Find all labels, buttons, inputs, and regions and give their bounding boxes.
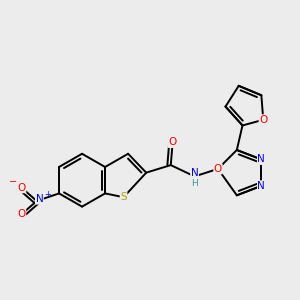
- Text: O: O: [169, 137, 177, 148]
- Text: O: O: [17, 183, 26, 193]
- Text: O: O: [259, 115, 267, 125]
- Text: N: N: [191, 168, 198, 178]
- Text: +: +: [44, 190, 51, 199]
- Text: N: N: [257, 154, 265, 164]
- Text: N: N: [257, 181, 265, 191]
- Text: O: O: [214, 164, 222, 174]
- Text: S: S: [120, 192, 127, 202]
- Text: −: −: [9, 177, 17, 187]
- Text: O: O: [17, 209, 26, 219]
- Text: H: H: [191, 179, 198, 188]
- Text: N: N: [35, 194, 43, 204]
